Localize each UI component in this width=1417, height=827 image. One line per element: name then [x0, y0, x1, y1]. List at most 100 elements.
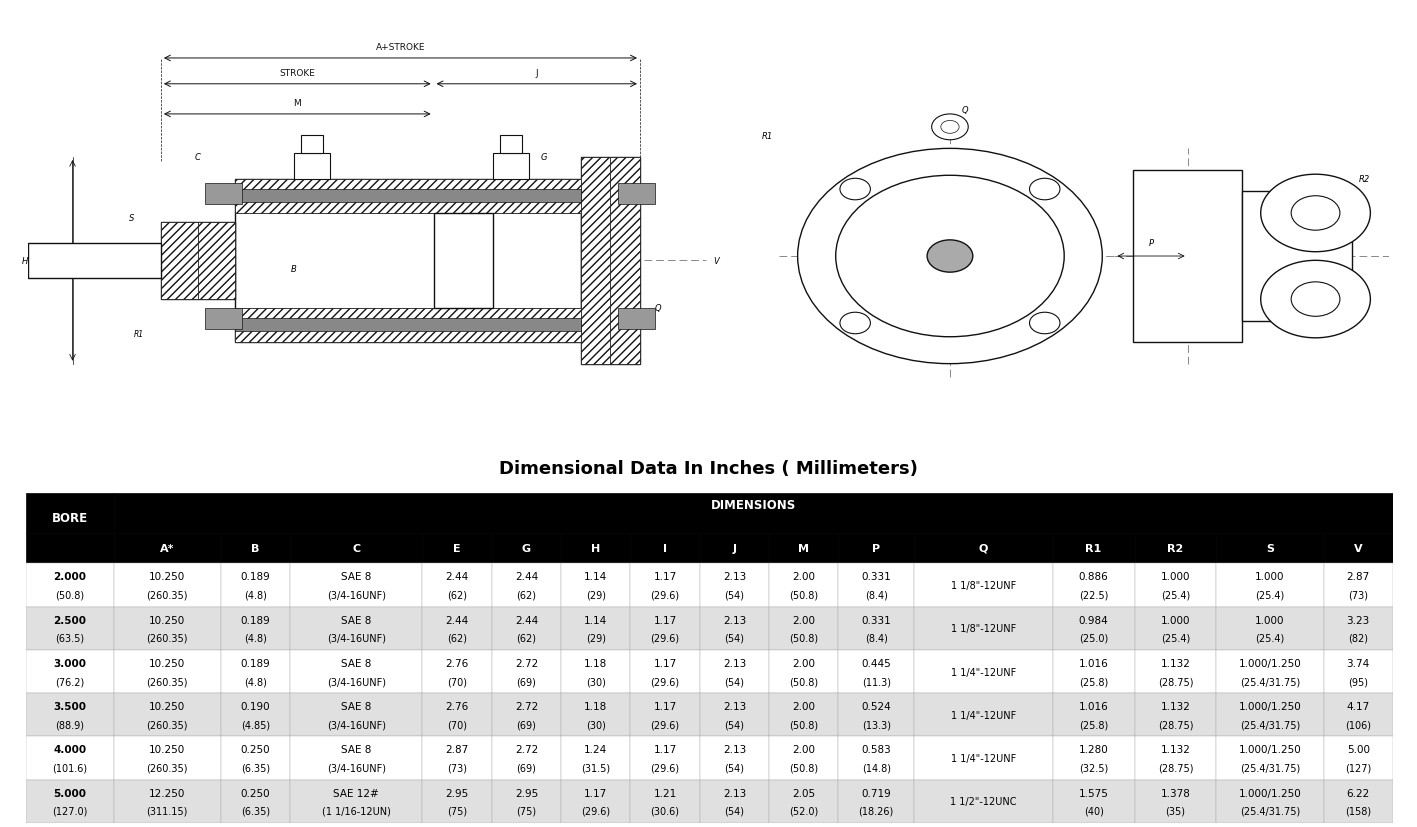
Text: (127): (127)	[1345, 762, 1372, 772]
Text: (63.5): (63.5)	[55, 633, 84, 643]
Text: G: G	[541, 153, 547, 162]
Bar	[492, 737, 561, 780]
Text: (127.0): (127.0)	[52, 805, 88, 815]
Bar	[492, 650, 561, 693]
Text: (29.6): (29.6)	[650, 676, 680, 686]
Bar	[700, 533, 769, 564]
Bar	[631, 780, 700, 823]
Bar	[492, 607, 561, 650]
Bar	[1053, 780, 1135, 823]
Text: (35): (35)	[1166, 805, 1186, 815]
Text: (70): (70)	[448, 676, 468, 686]
Bar	[631, 607, 700, 650]
Bar	[1135, 533, 1216, 564]
Bar	[290, 737, 422, 780]
Circle shape	[840, 313, 870, 334]
Circle shape	[798, 149, 1102, 364]
Bar	[839, 693, 914, 737]
Text: 2.95: 2.95	[514, 787, 538, 797]
Text: 2.13: 2.13	[723, 615, 745, 625]
Text: 0.189: 0.189	[241, 658, 271, 668]
Text: 1.17: 1.17	[653, 615, 677, 625]
Bar	[26, 650, 113, 693]
Bar	[26, 607, 113, 650]
Bar	[235, 308, 581, 342]
Text: (32.5): (32.5)	[1078, 762, 1108, 772]
Bar	[1323, 607, 1393, 650]
Text: M: M	[798, 543, 809, 553]
Bar	[113, 780, 221, 823]
Text: 1.18: 1.18	[584, 658, 608, 668]
Bar	[700, 780, 769, 823]
Text: 1.378: 1.378	[1161, 787, 1190, 797]
Bar	[113, 693, 221, 737]
Text: (29.6): (29.6)	[650, 633, 680, 643]
Bar	[700, 564, 769, 607]
Text: DIMENSIONS: DIMENSIONS	[711, 498, 796, 511]
Text: (29): (29)	[585, 590, 606, 600]
Bar	[26, 533, 113, 564]
Bar	[26, 564, 113, 607]
Text: (260.35): (260.35)	[146, 633, 188, 643]
Text: 1.000: 1.000	[1255, 571, 1285, 581]
Text: B: B	[251, 543, 259, 553]
Bar	[1135, 693, 1216, 737]
Text: 2.87: 2.87	[1346, 571, 1370, 581]
Text: 1.000: 1.000	[1255, 615, 1285, 625]
Bar	[914, 533, 1053, 564]
Bar	[492, 533, 561, 564]
Bar	[290, 650, 422, 693]
Text: E: E	[453, 543, 461, 553]
Bar	[769, 564, 839, 607]
Text: (54): (54)	[724, 590, 744, 600]
Text: 1.575: 1.575	[1078, 787, 1108, 797]
Text: (62): (62)	[448, 590, 468, 600]
Bar	[113, 494, 1393, 533]
Text: (3/4-16UNF): (3/4-16UNF)	[327, 590, 385, 600]
Circle shape	[836, 176, 1064, 337]
Text: 1.000/1.250: 1.000/1.250	[1238, 744, 1301, 754]
Bar	[290, 533, 422, 564]
Bar	[1216, 650, 1323, 693]
Bar	[1053, 650, 1135, 693]
Bar	[235, 319, 581, 332]
Circle shape	[941, 122, 959, 134]
Text: C: C	[196, 153, 201, 162]
Bar	[1216, 737, 1323, 780]
Text: (28.75): (28.75)	[1158, 762, 1193, 772]
Bar	[914, 737, 1053, 780]
Bar	[631, 693, 700, 737]
Bar	[769, 650, 839, 693]
Text: H: H	[23, 256, 28, 265]
Text: R1: R1	[762, 131, 774, 141]
Text: (25.0): (25.0)	[1078, 633, 1108, 643]
Bar	[700, 737, 769, 780]
Bar	[290, 780, 422, 823]
Bar	[1132, 170, 1243, 342]
Text: 0.190: 0.190	[241, 701, 271, 711]
Bar	[769, 533, 839, 564]
Bar	[914, 607, 1053, 650]
Bar	[914, 780, 1053, 823]
Text: SAE 8: SAE 8	[341, 701, 371, 711]
Text: V: V	[1353, 543, 1363, 553]
Bar	[839, 533, 914, 564]
Text: (69): (69)	[517, 676, 537, 686]
Text: (25.4/31.75): (25.4/31.75)	[1240, 719, 1301, 729]
Text: (62): (62)	[448, 633, 468, 643]
Text: 1.016: 1.016	[1078, 701, 1108, 711]
Bar	[618, 184, 655, 205]
Bar	[422, 693, 492, 737]
Text: (3/4-16UNF): (3/4-16UNF)	[327, 633, 385, 643]
Text: (50.8): (50.8)	[789, 762, 818, 772]
Text: (25.4): (25.4)	[1161, 590, 1190, 600]
Text: (25.8): (25.8)	[1078, 719, 1108, 729]
Text: 10.250: 10.250	[149, 701, 186, 711]
Text: R2: R2	[1359, 174, 1370, 184]
Text: R1: R1	[1085, 543, 1102, 553]
Text: (311.15): (311.15)	[146, 805, 188, 815]
Text: 1.280: 1.280	[1078, 744, 1108, 754]
Text: (101.6): (101.6)	[52, 762, 88, 772]
Text: (40): (40)	[1084, 805, 1104, 815]
Text: 12.250: 12.250	[149, 787, 186, 797]
